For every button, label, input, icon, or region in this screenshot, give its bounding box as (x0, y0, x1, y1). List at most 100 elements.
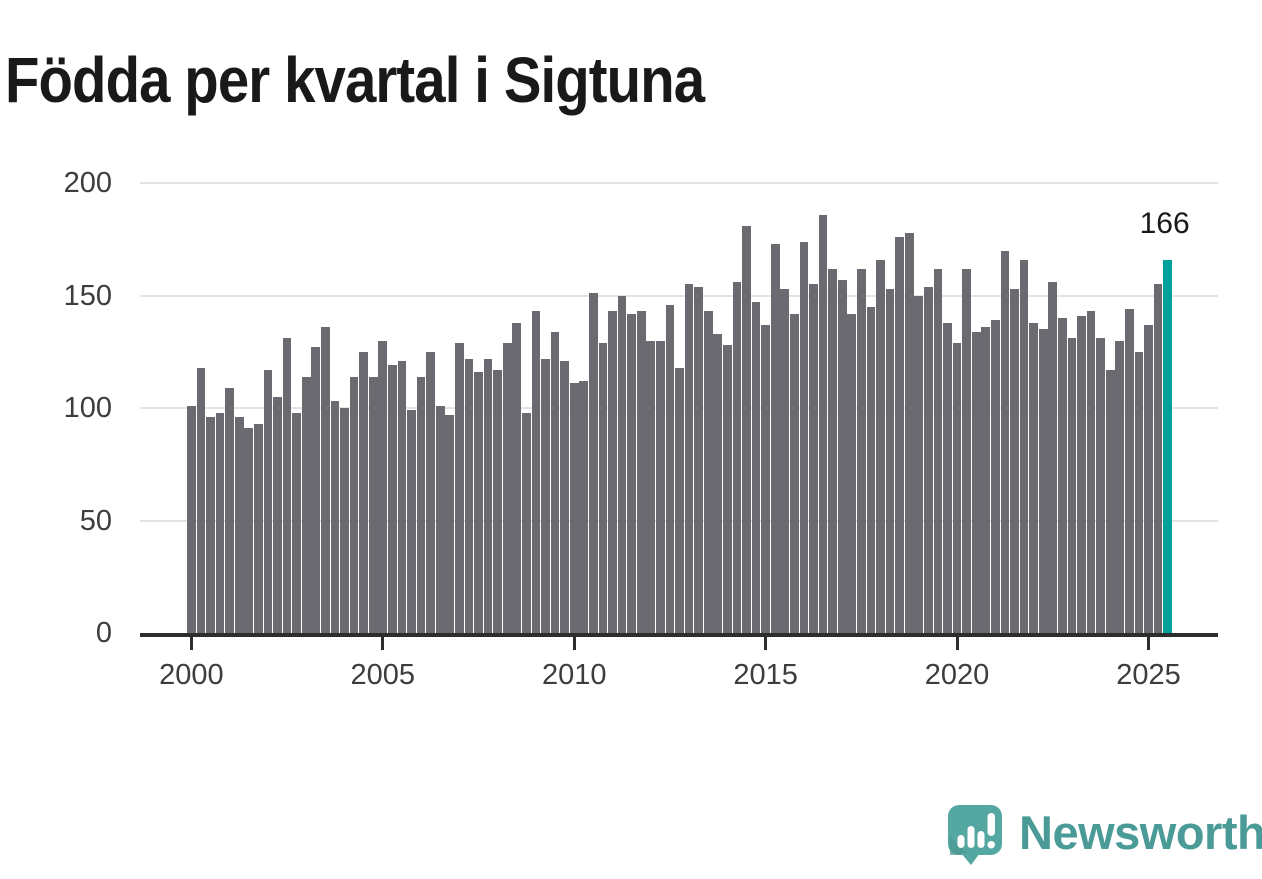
bar-2004Q3 (359, 351, 368, 633)
x-tick-label-2010: 2010 (541, 659, 607, 691)
bar-2013Q3 (703, 311, 713, 633)
bar-2002Q1 (263, 369, 273, 633)
bar-2003Q2 (311, 347, 321, 633)
bar-2019Q4 (943, 322, 952, 633)
x-axis-line (140, 633, 1218, 637)
x-tick-2025 (1147, 637, 1150, 650)
newsworthy-wordmark: Newsworthy (1019, 805, 1262, 859)
bar-2018Q2 (885, 288, 895, 633)
bar-2016Q1 (799, 241, 809, 633)
bar-2020Q2 (962, 268, 971, 633)
bar-2023Q2 (1077, 315, 1086, 633)
x-tick-2000 (189, 637, 193, 650)
bar-2024Q4 (1134, 351, 1144, 633)
x-tick-label-2015: 2015 (733, 659, 798, 691)
bar-2022Q4 (1058, 318, 1067, 633)
bar-2007Q4 (483, 358, 493, 633)
bar-2010Q2 (579, 381, 589, 633)
bar-2024Q2 (1115, 340, 1125, 633)
x-tick-label-2020: 2020 (924, 659, 990, 691)
page-title-text: Födda per kvartal i Sigtuna (5, 43, 705, 116)
bar-2016Q4 (828, 268, 837, 633)
bar-2013Q4 (713, 333, 723, 633)
bar-2009Q4 (560, 360, 569, 633)
x-tick-2005 (381, 637, 385, 650)
bar-2019Q1 (914, 295, 924, 633)
bar-2002Q4 (292, 412, 301, 633)
newsworthy-logo: Newsworthy (947, 804, 1262, 866)
bar-2003Q4 (330, 401, 340, 633)
bar-2002Q3 (282, 338, 292, 633)
bar-2011Q3 (627, 313, 636, 633)
bar-2010Q3 (589, 293, 598, 633)
bar-2000Q1 (187, 405, 196, 633)
bar-2001Q1 (225, 387, 234, 633)
bar-2022Q3 (1048, 282, 1058, 633)
gridline-200 (140, 182, 1218, 184)
bar-2014Q1 (723, 345, 732, 633)
y-tick-label-200: 200 (63, 167, 112, 199)
bar-2007Q2 (464, 358, 474, 633)
bar-2012Q2 (656, 340, 665, 633)
bar-2009Q2 (541, 358, 550, 633)
bar-2015Q4 (790, 313, 799, 633)
bar-2020Q1 (952, 342, 962, 633)
x-tick-2010 (572, 637, 576, 650)
bar-2017Q3 (857, 268, 866, 633)
x-tick-label-2000: 2000 (159, 659, 224, 691)
bar-2014Q3 (742, 225, 751, 633)
bar-2012Q1 (646, 340, 656, 633)
x-tick-2015 (764, 637, 768, 650)
newsworthy-logo-icon (947, 804, 1003, 866)
bar-2004Q1 (340, 408, 349, 633)
bar-2021Q3 (1010, 288, 1019, 633)
y-tick-label-50: 50 (79, 504, 112, 537)
bar-2020Q3 (971, 331, 981, 633)
bar-2019Q3 (933, 268, 943, 633)
bar-2008Q3 (512, 322, 522, 633)
bar-2024Q1 (1105, 369, 1115, 633)
bar-2004Q4 (368, 376, 378, 633)
bar-2004Q2 (349, 376, 359, 633)
bar-2000Q3 (206, 417, 215, 633)
bar-2006Q4 (445, 414, 455, 633)
bar-2003Q1 (301, 376, 311, 633)
y-tick-label-150: 150 (63, 279, 112, 312)
bar-2022Q1 (1029, 322, 1038, 633)
bar-2006Q2 (426, 351, 435, 633)
bar-2006Q3 (435, 405, 445, 633)
bar-2023Q1 (1067, 338, 1077, 633)
bar-2017Q4 (866, 306, 876, 633)
bar-2012Q3 (665, 304, 675, 633)
bar-2005Q1 (378, 340, 388, 633)
bar-2009Q1 (531, 311, 541, 633)
bar-2000Q2 (196, 367, 206, 633)
bar-2023Q3 (1086, 311, 1096, 633)
bar-2025Q1 (1144, 324, 1153, 633)
bar-2019Q2 (924, 286, 933, 633)
bar-2024Q3 (1125, 309, 1134, 633)
bar-2008Q4 (522, 412, 531, 633)
bar-2021Q2 (1000, 250, 1010, 633)
bar-2010Q1 (569, 383, 579, 633)
bar-2001Q3 (244, 428, 254, 633)
bar-2015Q2 (770, 243, 780, 633)
bar-2023Q4 (1096, 338, 1105, 633)
bar-2016Q2 (809, 284, 818, 633)
bar-2016Q3 (818, 214, 828, 633)
bar-2011Q4 (636, 311, 646, 633)
bar-2003Q3 (321, 327, 330, 633)
bar-2013Q1 (684, 284, 694, 633)
bar-2007Q3 (474, 372, 483, 633)
bar-2002Q2 (273, 396, 282, 633)
bar-2011Q1 (608, 311, 617, 633)
bar-2005Q3 (397, 360, 407, 633)
bar-2007Q1 (455, 342, 464, 633)
highlighted-bar-2025Q3 (1163, 259, 1172, 633)
bar-2018Q4 (904, 232, 914, 633)
bar-2001Q4 (254, 423, 263, 633)
bar-2015Q3 (780, 288, 790, 633)
bar-2015Q1 (761, 324, 770, 633)
x-tick-label-2005: 2005 (350, 659, 416, 691)
